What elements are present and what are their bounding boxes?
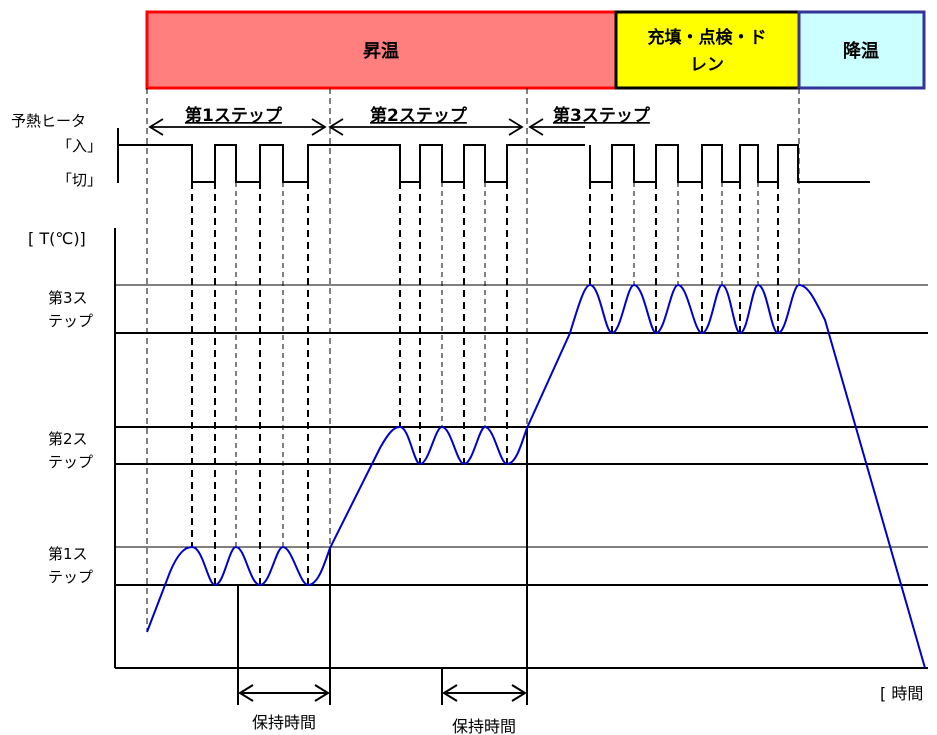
hold-time-label-2: 保持時間 [452, 717, 516, 735]
heater-off-label: 「切」 [57, 171, 102, 189]
hold-time-arrows [238, 684, 527, 702]
phase-heating-label: 昇温 [363, 41, 399, 62]
step-1-label: 第1ステップ [185, 105, 283, 126]
step-2-label: 第2ステップ [370, 105, 468, 126]
phase-boundary-lines [146, 88, 800, 632]
phase-fill-label-line1: 充填・点検・ド [648, 27, 767, 48]
heater-on-label: 「入」 [57, 137, 102, 155]
hold-time-label-1: 保持時間 [252, 713, 316, 732]
step-3-label: 第3ステップ [553, 105, 651, 126]
phase-heating-box [145, 10, 618, 90]
level-3-label-line2: テップ [48, 312, 93, 330]
heater-title: 予熱ヒータ [11, 112, 86, 130]
level-2-label-line2: テップ [48, 453, 93, 471]
hold-time-markers [237, 428, 528, 705]
phase-fill-check-drain-box [614, 10, 801, 90]
temperature-curve [146, 283, 926, 669]
level-1-label-line2: テップ [48, 568, 93, 586]
level-2-label-line1: 第2ス [48, 430, 88, 448]
switching-dashed-lines [191, 182, 779, 585]
level-3-label-line1: 第3ス [48, 289, 88, 307]
heater-on-off-signal [118, 144, 870, 183]
step-range-arrows [148, 118, 585, 136]
phase-cooling-label: 降温 [843, 40, 879, 62]
temperature-band-lines [115, 284, 928, 586]
x-axis-label: [ 時間 [880, 684, 923, 703]
switching-dashed-lines-thin [235, 182, 759, 547]
phase-cooling-box [797, 10, 926, 90]
level-1-label-line1: 第1ス [48, 545, 88, 563]
y-axis-label: [ T(℃)] [28, 229, 86, 248]
phase-fill-label-line2: レン [690, 55, 724, 75]
